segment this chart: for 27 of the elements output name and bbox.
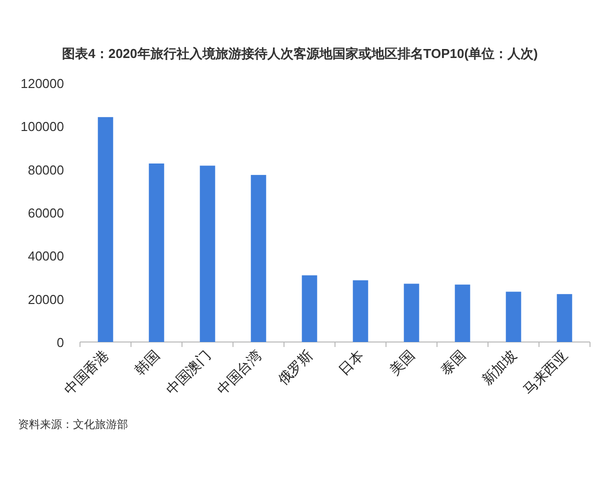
x-tick-label: 俄罗斯	[274, 346, 316, 388]
x-tick-label: 韩国	[132, 346, 163, 378]
bar	[454, 284, 470, 342]
bar	[148, 164, 164, 342]
x-tick-label: 中国澳门	[162, 346, 214, 398]
bar	[250, 174, 266, 342]
y-tick-label: 40000	[28, 248, 64, 264]
bar	[352, 280, 368, 342]
x-tick-label: 新加坡	[478, 346, 520, 388]
bar	[506, 292, 522, 342]
chart-title: 图表4：2020年旅行社入境旅游接待人次客源地国家或地区排名TOP10(单位：人次)	[62, 46, 538, 61]
x-tick-label: 美国	[386, 346, 418, 378]
bar	[200, 166, 216, 342]
y-tick-label: 100000	[20, 119, 64, 134]
text: 资料来源：文化旅游部	[18, 418, 128, 431]
x-tick-label: 泰国	[438, 346, 469, 378]
bar	[404, 284, 420, 342]
bar	[98, 117, 114, 342]
x-tick-label: 马来西亚	[520, 346, 571, 398]
x-tick-label: 日本	[336, 346, 367, 378]
y-tick-label: 120000	[20, 76, 64, 91]
y-tick-label: 80000	[28, 162, 64, 178]
y-tick-label: 60000	[28, 206, 64, 220]
y-tick-label: 20000	[28, 292, 64, 307]
x-tick-label: 中国台湾	[214, 346, 265, 398]
bar	[302, 275, 318, 342]
bar	[556, 294, 572, 342]
